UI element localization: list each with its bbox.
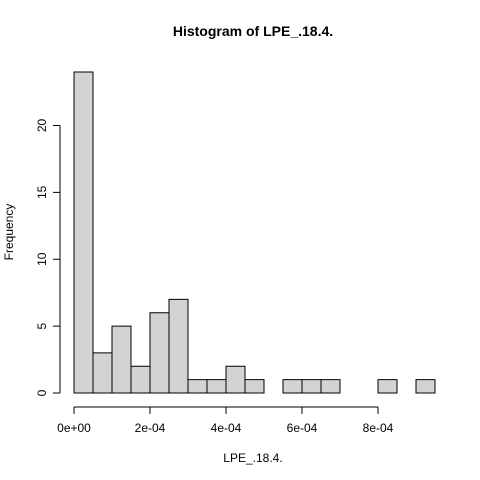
y-tick-label-5: 20	[35, 119, 49, 133]
x-tick-label-1: 0e+00	[57, 421, 91, 435]
histogram-bar-5	[149, 312, 170, 394]
x-tick-label-5: 8e-04	[363, 421, 394, 435]
histogram-bar-2	[92, 352, 113, 394]
x-tick-label-4: 6e-04	[287, 421, 318, 435]
bars-group	[73, 71, 436, 394]
histogram-bar-10	[244, 379, 265, 394]
x-axis: 0e+00 2e-04 4e-04 6e-04 8e-04	[57, 406, 394, 435]
y-axis-label: Frequency	[2, 204, 16, 261]
histogram-bar-17	[377, 379, 398, 394]
histogram-bar-8	[206, 379, 227, 394]
histogram-bar-19	[415, 379, 436, 394]
histogram-bar-1	[73, 71, 94, 394]
histogram-bar-7	[187, 379, 208, 394]
x-tick-label-3: 4e-04	[211, 421, 242, 435]
chart-title: Histogram of LPE_.18.4.	[173, 23, 333, 39]
histogram-bar-14	[320, 379, 341, 394]
y-tick-label-3: 10	[35, 252, 49, 266]
y-tick-label-4: 15	[35, 185, 49, 199]
y-tick-label-2: 5	[35, 322, 49, 329]
histogram-bar-6	[168, 298, 189, 394]
histogram-bar-3	[111, 325, 132, 394]
histogram-bar-12	[282, 379, 303, 394]
histogram-bar-4	[130, 365, 151, 394]
histogram-bar-9	[225, 365, 246, 394]
y-tick-label-1: 0	[35, 389, 49, 396]
x-axis-label: LPE_.18.4.	[223, 451, 282, 465]
x-tick-label-2: 2e-04	[135, 421, 166, 435]
y-axis: 0 5 10 15 20	[35, 119, 61, 396]
histogram-bar-13	[301, 379, 322, 394]
